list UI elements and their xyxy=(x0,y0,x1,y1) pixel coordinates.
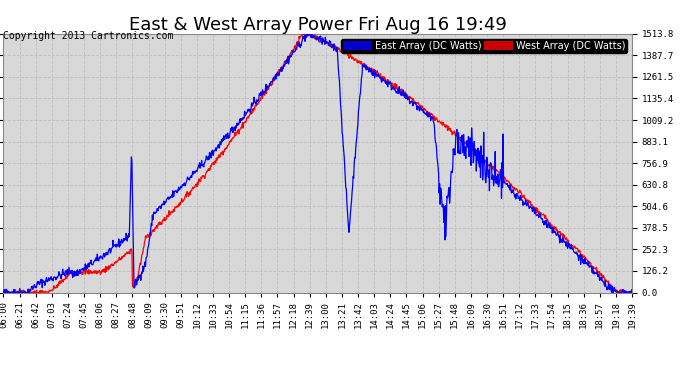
Text: Copyright 2013 Cartronics.com: Copyright 2013 Cartronics.com xyxy=(3,32,174,41)
Title: East & West Array Power Fri Aug 16 19:49: East & West Array Power Fri Aug 16 19:49 xyxy=(129,16,506,34)
Legend: East Array (DC Watts), West Array (DC Watts): East Array (DC Watts), West Array (DC Wa… xyxy=(341,39,627,53)
